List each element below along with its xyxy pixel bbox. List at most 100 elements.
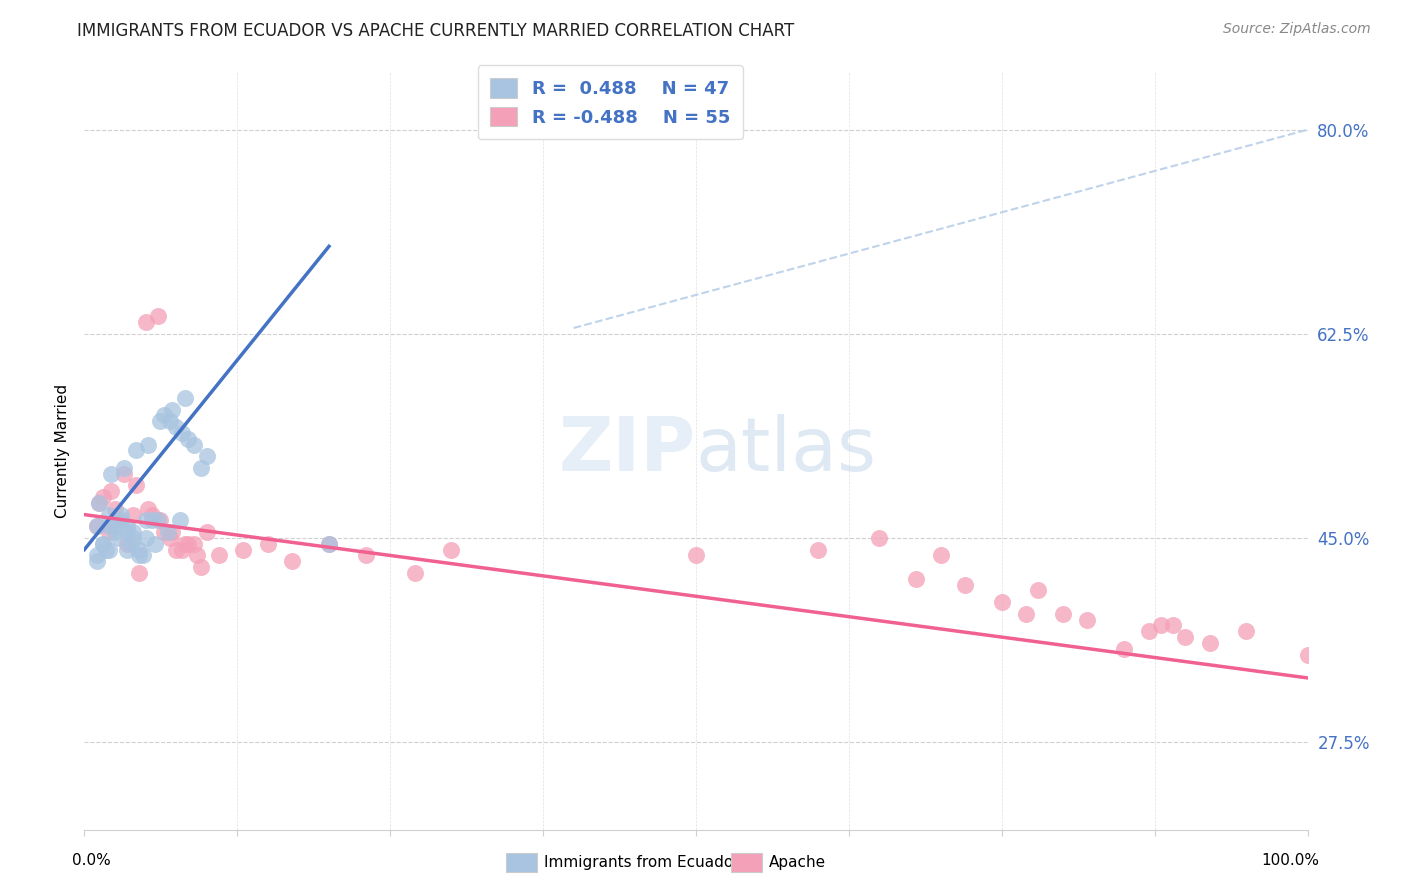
Point: [128, 549, 150, 563]
Point: [128, 566, 150, 580]
Point: [1015, 607, 1038, 621]
Point: [104, 519, 127, 533]
Point: [173, 537, 195, 551]
Point: [122, 525, 145, 540]
Point: [156, 525, 179, 540]
Point: [1161, 618, 1184, 632]
Point: [1198, 636, 1220, 650]
Point: [149, 513, 172, 527]
Point: [110, 513, 132, 527]
Point: [172, 542, 194, 557]
Y-axis label: Currently Married: Currently Married: [55, 384, 70, 517]
Point: [136, 437, 159, 451]
Point: [1137, 624, 1160, 639]
Point: [125, 478, 148, 492]
Point: [953, 577, 976, 591]
Point: [177, 432, 200, 446]
Point: [929, 549, 952, 563]
Point: [162, 525, 184, 540]
Point: [112, 467, 135, 481]
Point: [440, 542, 463, 557]
Point: [1114, 641, 1136, 656]
Point: [86, 519, 108, 533]
Point: [97, 525, 120, 540]
Point: [195, 525, 218, 540]
Point: [404, 566, 426, 580]
Point: [122, 531, 145, 545]
Point: [86, 519, 108, 533]
Point: [173, 391, 195, 405]
Point: [125, 443, 148, 458]
Point: [1076, 613, 1098, 627]
Point: [100, 467, 122, 481]
Point: [87, 496, 110, 510]
Point: [354, 549, 377, 563]
Point: [172, 425, 194, 440]
Point: [104, 501, 127, 516]
Text: Immigrants from Ecuador: Immigrants from Ecuador: [544, 855, 740, 870]
Point: [136, 501, 159, 516]
Point: [91, 537, 114, 551]
Point: [1150, 618, 1173, 632]
Text: Apache: Apache: [769, 855, 827, 870]
Point: [146, 513, 169, 527]
Point: [128, 542, 150, 557]
Text: 0.0%: 0.0%: [72, 853, 111, 868]
Point: [183, 437, 205, 451]
Text: Source: ZipAtlas.com: Source: ZipAtlas.com: [1223, 22, 1371, 37]
Point: [86, 549, 108, 563]
Point: [97, 542, 120, 557]
Point: [96, 542, 118, 557]
Point: [318, 537, 340, 551]
Point: [115, 525, 138, 540]
Point: [1028, 583, 1050, 598]
Point: [100, 484, 122, 499]
Point: [232, 542, 254, 557]
Point: [115, 519, 138, 533]
Point: [115, 537, 138, 551]
Point: [1052, 607, 1074, 621]
Text: ZIP: ZIP: [558, 414, 696, 487]
Point: [186, 549, 208, 563]
Point: [195, 450, 218, 464]
Point: [159, 531, 181, 545]
Point: [135, 513, 157, 527]
Text: atlas: atlas: [696, 414, 877, 487]
Point: [153, 409, 176, 423]
Point: [141, 513, 163, 527]
Point: [120, 537, 142, 551]
Text: IMMIGRANTS FROM ECUADOR VS APACHE CURRENTLY MARRIED CORRELATION CHART: IMMIGRANTS FROM ECUADOR VS APACHE CURREN…: [77, 22, 794, 40]
Point: [135, 531, 157, 545]
Legend: R =  0.488    N = 47, R = -0.488    N = 55: R = 0.488 N = 47, R = -0.488 N = 55: [478, 65, 742, 139]
Point: [97, 519, 120, 533]
Point: [115, 542, 138, 557]
Point: [110, 508, 132, 522]
Point: [112, 461, 135, 475]
Point: [208, 549, 231, 563]
Text: 100.0%: 100.0%: [1261, 853, 1320, 868]
Point: [159, 414, 181, 428]
Point: [1296, 648, 1319, 662]
Point: [91, 490, 114, 504]
Point: [149, 414, 172, 428]
Point: [153, 525, 176, 540]
Point: [91, 537, 114, 551]
Point: [110, 513, 132, 527]
Point: [190, 461, 212, 475]
Point: [169, 513, 191, 527]
Point: [318, 537, 340, 551]
Point: [87, 496, 110, 510]
Point: [257, 537, 280, 551]
Point: [165, 542, 187, 557]
Point: [146, 310, 169, 324]
Point: [685, 549, 707, 563]
Point: [122, 508, 145, 522]
Point: [104, 525, 127, 540]
Point: [190, 560, 212, 574]
Point: [183, 537, 205, 551]
Point: [141, 508, 163, 522]
Point: [1236, 624, 1258, 639]
Point: [86, 554, 108, 568]
Point: [97, 508, 120, 522]
Point: [991, 595, 1014, 609]
